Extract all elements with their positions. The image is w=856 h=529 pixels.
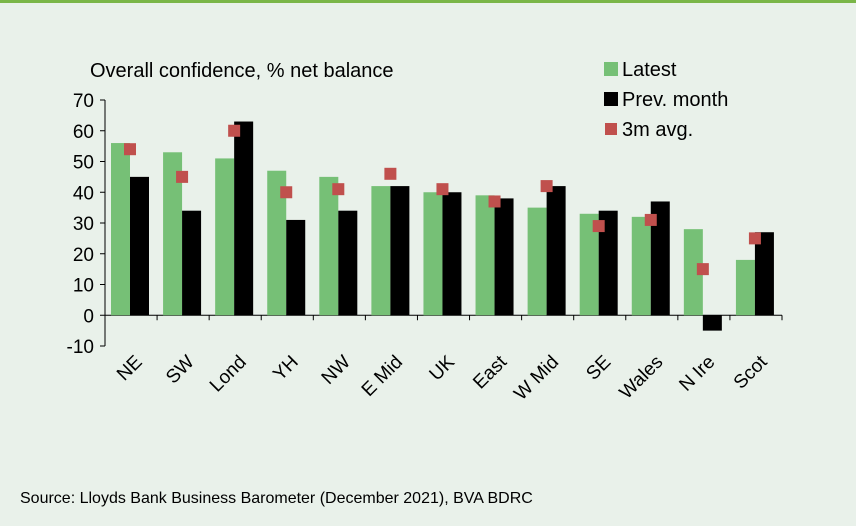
bar-latest [423, 192, 443, 316]
marker-3m-avg [592, 220, 605, 233]
marker-3m-avg [280, 186, 293, 199]
bar-prev-month [546, 186, 566, 316]
x-tick-label: W Mid [510, 352, 563, 405]
bar-latest [111, 143, 130, 316]
source-note: Source: Lloyds Bank Business Barometer (… [20, 490, 533, 507]
bar-latest [735, 259, 755, 316]
bar-latest [371, 186, 391, 316]
bar-latest [631, 216, 651, 316]
legend-label: Prev. month [622, 89, 728, 111]
x-axis: NE SW Lond YH NW E Mid UK East W Mid SE Wales N Ire… [104, 314, 783, 405]
bar-prev-month [338, 210, 358, 316]
y-tick-label: 30 [73, 214, 94, 235]
bar-prev-month [390, 186, 410, 316]
bar-prev-month [754, 232, 774, 316]
x-tick-label: East [469, 351, 511, 393]
bar-prev-month [598, 210, 618, 316]
x-tick-label: UK [426, 351, 460, 385]
bars [111, 121, 774, 331]
legend-prev-month: Prev. month [604, 89, 728, 111]
y-tick-label: 70 [73, 91, 94, 112]
bar-prev-month [494, 198, 514, 316]
legend-label: 3m avg. [622, 119, 693, 141]
markers [124, 124, 761, 276]
legend-latest: Latest [604, 59, 677, 81]
x-tick-label: SW [162, 352, 199, 389]
bar-latest [579, 213, 599, 316]
marker-3m-avg [696, 263, 709, 276]
y-tick-label: 0 [83, 306, 94, 327]
y-tick-label: 10 [73, 276, 94, 297]
chart: Overall confidence, % net balance Latest… [67, 59, 783, 405]
marker-3m-avg [384, 167, 397, 180]
legend-swatch [605, 123, 617, 135]
marker-3m-avg [436, 183, 449, 196]
x-tick-label: NW [318, 352, 355, 389]
marker-3m-avg [540, 180, 553, 193]
bar-prev-month [442, 192, 462, 316]
bar-latest [683, 229, 703, 316]
legend-swatch [604, 62, 618, 76]
legend-3m-avg: 3m avg. [605, 119, 693, 141]
legend-swatch [604, 92, 618, 106]
y-tick-label: 60 [73, 122, 94, 143]
y-axis: -10 0 10 20 30 40 50 60 70 [67, 91, 106, 358]
x-tick-label: N Ire [675, 352, 719, 396]
x-tick-label: E Mid [358, 352, 407, 401]
marker-3m-avg [488, 195, 501, 208]
bar-latest [267, 170, 287, 316]
y-tick-label: 40 [73, 183, 94, 204]
bar-prev-month [286, 219, 306, 316]
bar-prev-month [650, 201, 670, 316]
legend-label: Latest [622, 59, 677, 81]
x-tick-label: SE [582, 352, 615, 385]
bar-latest [475, 195, 495, 316]
bar-latest [163, 152, 183, 316]
x-tick-label: NE [113, 352, 147, 386]
x-tick-label: Wales [616, 352, 668, 404]
marker-3m-avg [124, 143, 136, 156]
bar-prev-month [234, 121, 254, 316]
legend: Latest Prev. month 3m avg. [604, 59, 728, 141]
x-tick-label: Lond [206, 352, 251, 397]
y-tick-label: -10 [67, 337, 94, 358]
x-tick-label: YH [269, 352, 303, 386]
chart-title: Overall confidence, % net balance [90, 60, 394, 82]
x-tick-label: Scot [730, 351, 772, 393]
marker-3m-avg [332, 183, 345, 196]
bar-prev-month [130, 176, 149, 316]
bar-prev-month [702, 315, 722, 331]
bar-latest [319, 176, 339, 316]
bar-latest [215, 158, 235, 316]
y-tick-label: 20 [73, 245, 94, 266]
marker-3m-avg [228, 124, 241, 137]
bar-latest [527, 207, 547, 316]
y-tick-label: 50 [73, 153, 94, 174]
marker-3m-avg [748, 232, 761, 245]
bar-prev-month [182, 210, 202, 316]
marker-3m-avg [644, 213, 657, 226]
marker-3m-avg [176, 170, 189, 183]
